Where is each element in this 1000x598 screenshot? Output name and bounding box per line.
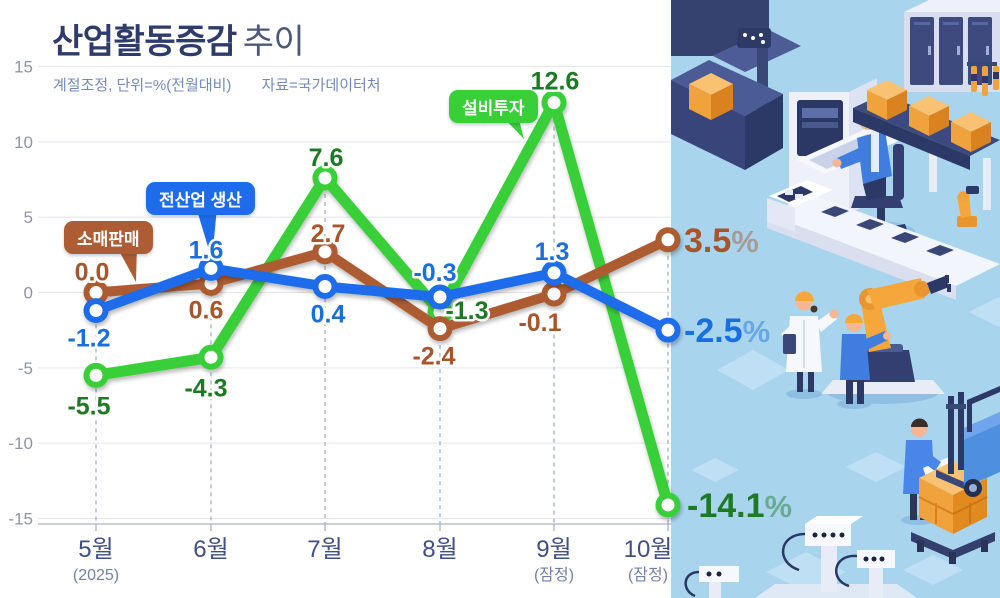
value-label-retail-3: -2.4 [412,343,455,371]
subtitle-source: 자료=국가데이터처 [261,77,381,94]
data-point-capex-1 [198,344,224,370]
subtitle-unit: 계절조정, 단위=%(전월대비) [53,77,232,94]
data-point-capex-3 [427,299,453,325]
series-capex [83,90,681,518]
data-point-capex-2 [312,165,338,191]
dispenser-robots-icon [684,516,917,598]
data-point-production-2 [312,273,338,299]
series-production [83,255,681,343]
data-point-retail-2 [312,239,338,265]
data-point-retail-5 [655,227,681,253]
legend-badge-retail: 소매판매 [64,221,153,254]
gridlines: 15 10 5 0 -5 -10 -15 [8,57,671,529]
hanging-tools-icon [967,62,999,96]
x-axis-labels: 5월 (2025) 6월 7월 8월 9월 (잠정) 10월 (잠정) [73,536,673,584]
title-main: 산업활동증감 [52,23,237,61]
y-tick-label: 10 [14,133,33,152]
data-point-production-1 [198,255,224,281]
value-label-production-4: 1.3 [535,238,570,266]
value-label-capex-3: -1.3 [445,297,488,325]
inbound-conveyor-icon [671,60,783,170]
month-label-0: 5월 [78,536,113,563]
data-point-production-0 [83,298,109,324]
legend-badge-production: 전산업 생산 [146,182,255,215]
month-label-3: 8월 [422,536,457,563]
engineer-woman-icon [781,291,839,399]
y-tick-label: 15 [14,57,33,76]
value-label-retail-1: 0.6 [189,296,224,324]
month-label-4: 9월 [536,536,571,563]
outbound-conveyor-icon [853,80,1000,210]
data-point-production-5 [655,317,681,343]
technician-man-icon [837,314,891,409]
final-value-label-retail: 3.5% [684,222,759,260]
press-machine-icon [671,0,801,135]
data-point-capex-4 [541,90,567,116]
month-label-5: 10월 [624,536,673,563]
factory-illustration [671,0,1000,598]
value-label-capex-4: 12.6 [531,68,580,96]
page-title: 산업활동증감 추이 [52,14,305,63]
floor-tiles [691,297,1000,592]
title-tail: 추이 [242,23,305,61]
y-tick-label: -5 [18,359,33,378]
value-label-production-3: -0.3 [413,259,456,287]
value-label-production-2: 0.4 [311,300,346,328]
month-label-2: 7월 [307,536,342,563]
month-label-1: 6월 [193,536,228,563]
data-point-retail-0 [83,280,109,305]
month-note-5: (잠정) [628,566,668,584]
y-tick-label: 5 [24,208,33,227]
assembly-line-icon [767,180,1000,300]
month-guide-lines [95,102,669,524]
series-retail [83,227,681,342]
y-tick-label: 0 [24,284,33,303]
value-label-capex-2: 7.6 [309,144,344,172]
x-axis [38,523,671,531]
legend-badge-capex: 설비투자 [449,90,538,123]
value-label-retail-2: 2.7 [311,220,346,248]
month-note-4: (잠정) [534,566,574,584]
value-label-production-1: 1.6 [189,236,224,264]
value-label-capex-0: -5.5 [67,392,110,420]
final-value-label-production: -2.5% [684,312,770,350]
month-note-0: (2025) [73,567,119,584]
final-value-label-capex: -14.1% [687,487,792,525]
value-label-retail-0: 0.0 [75,259,110,287]
data-point-production-4 [541,260,567,286]
data-point-retail-4 [541,281,567,307]
y-tick-label: -15 [8,510,33,529]
data-point-capex-0 [83,362,109,388]
forklift-icon [936,386,1000,497]
illustration-panel [671,0,1000,598]
data-point-retail-1 [198,270,224,296]
value-label-capex-1: -4.3 [184,374,227,402]
value-label-retail-4: -0.1 [518,309,561,337]
chart-subtitle: 계절조정, 단위=%(전월대비) 자료=국가데이터처 [53,74,381,95]
data-point-retail-3 [427,316,453,342]
data-point-production-3 [427,284,453,310]
data-point-capex-5 [655,492,681,518]
y-tick-label: -10 [8,434,33,453]
value-label-production-0: -1.2 [67,325,110,353]
